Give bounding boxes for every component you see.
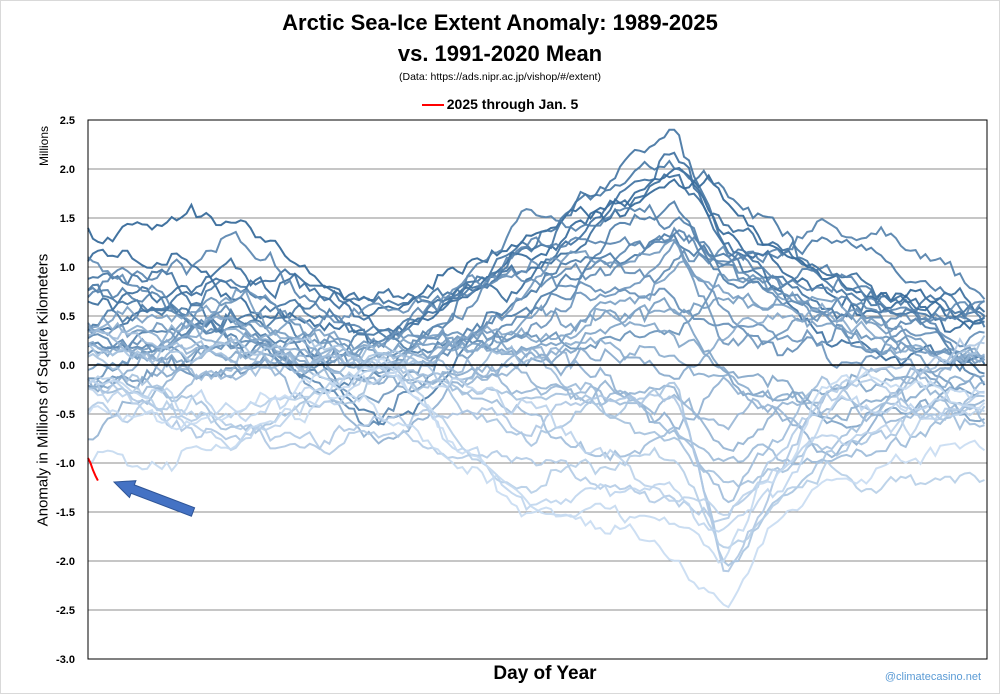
y-ticks: 2.5 2.0 1.5 1.0 0.5 0.0 -0.5 -1.0 -1.5 -2.0 -2.5 -3… [56,115,75,666]
series-2025 [87,457,99,482]
series-line [87,335,986,488]
y-tick-label: -2.0 [56,556,75,568]
legend: 2025 through Jan. 5 [0,96,1000,112]
legend-swatch-2025 [421,104,444,107]
plot-border [87,119,988,660]
chart-title-line1: Arctic Sea-Ice Extent Anomaly: 1989-2025 [282,10,718,35]
series-line [87,335,986,452]
y-tick-label: -0.5 [56,409,75,421]
series-line [87,151,986,367]
series-line [87,229,986,386]
series-line [87,304,985,429]
series-line [87,370,986,564]
y-tick-label: 1.5 [60,213,75,225]
annotation-arrow [112,480,196,517]
series-line [87,378,985,524]
credit-watermark: @climatecasino.net [884,671,981,683]
series-line [87,244,986,373]
y-tick-label: 2.5 [60,115,75,127]
y-tick-label: 0.0 [60,360,75,372]
series-line [87,365,985,517]
series-line [87,259,985,423]
series-line [87,366,985,533]
legend-label-2025: 2025 through Jan. 5 [446,96,579,112]
series-line [87,330,986,431]
y-tick-label: -1.0 [56,458,75,470]
series-line [87,200,985,375]
chart-title-line2: vs. 1991-2020 Mean [397,41,603,66]
y-axis-label: Anomaly in Millions of Square Kilometers [34,253,52,527]
y-tick-label: -3.0 [56,654,75,666]
series-line [87,232,986,426]
series-line [87,357,986,609]
series-line [87,159,986,341]
series-line [87,336,986,567]
y-tick-label: 2.0 [60,164,75,176]
y-tick-label: -2.5 [56,605,75,617]
series-line [87,259,985,363]
y-tick-label: -1.5 [56,507,75,519]
series-line [87,320,985,422]
series-line [87,342,985,466]
y-tick-label: 1.0 [60,262,75,274]
y-tick-label: 0.5 [60,311,75,323]
x-axis-label: Day of Year [493,663,597,684]
series-line [87,128,986,329]
series-line [87,337,985,573]
chart-subtitle: (Data: https://ads.nipr.ac.jp/vishop/#/e… [399,71,601,83]
series-group [87,128,986,609]
units-label: Millions [37,125,51,167]
series-line [87,288,985,397]
